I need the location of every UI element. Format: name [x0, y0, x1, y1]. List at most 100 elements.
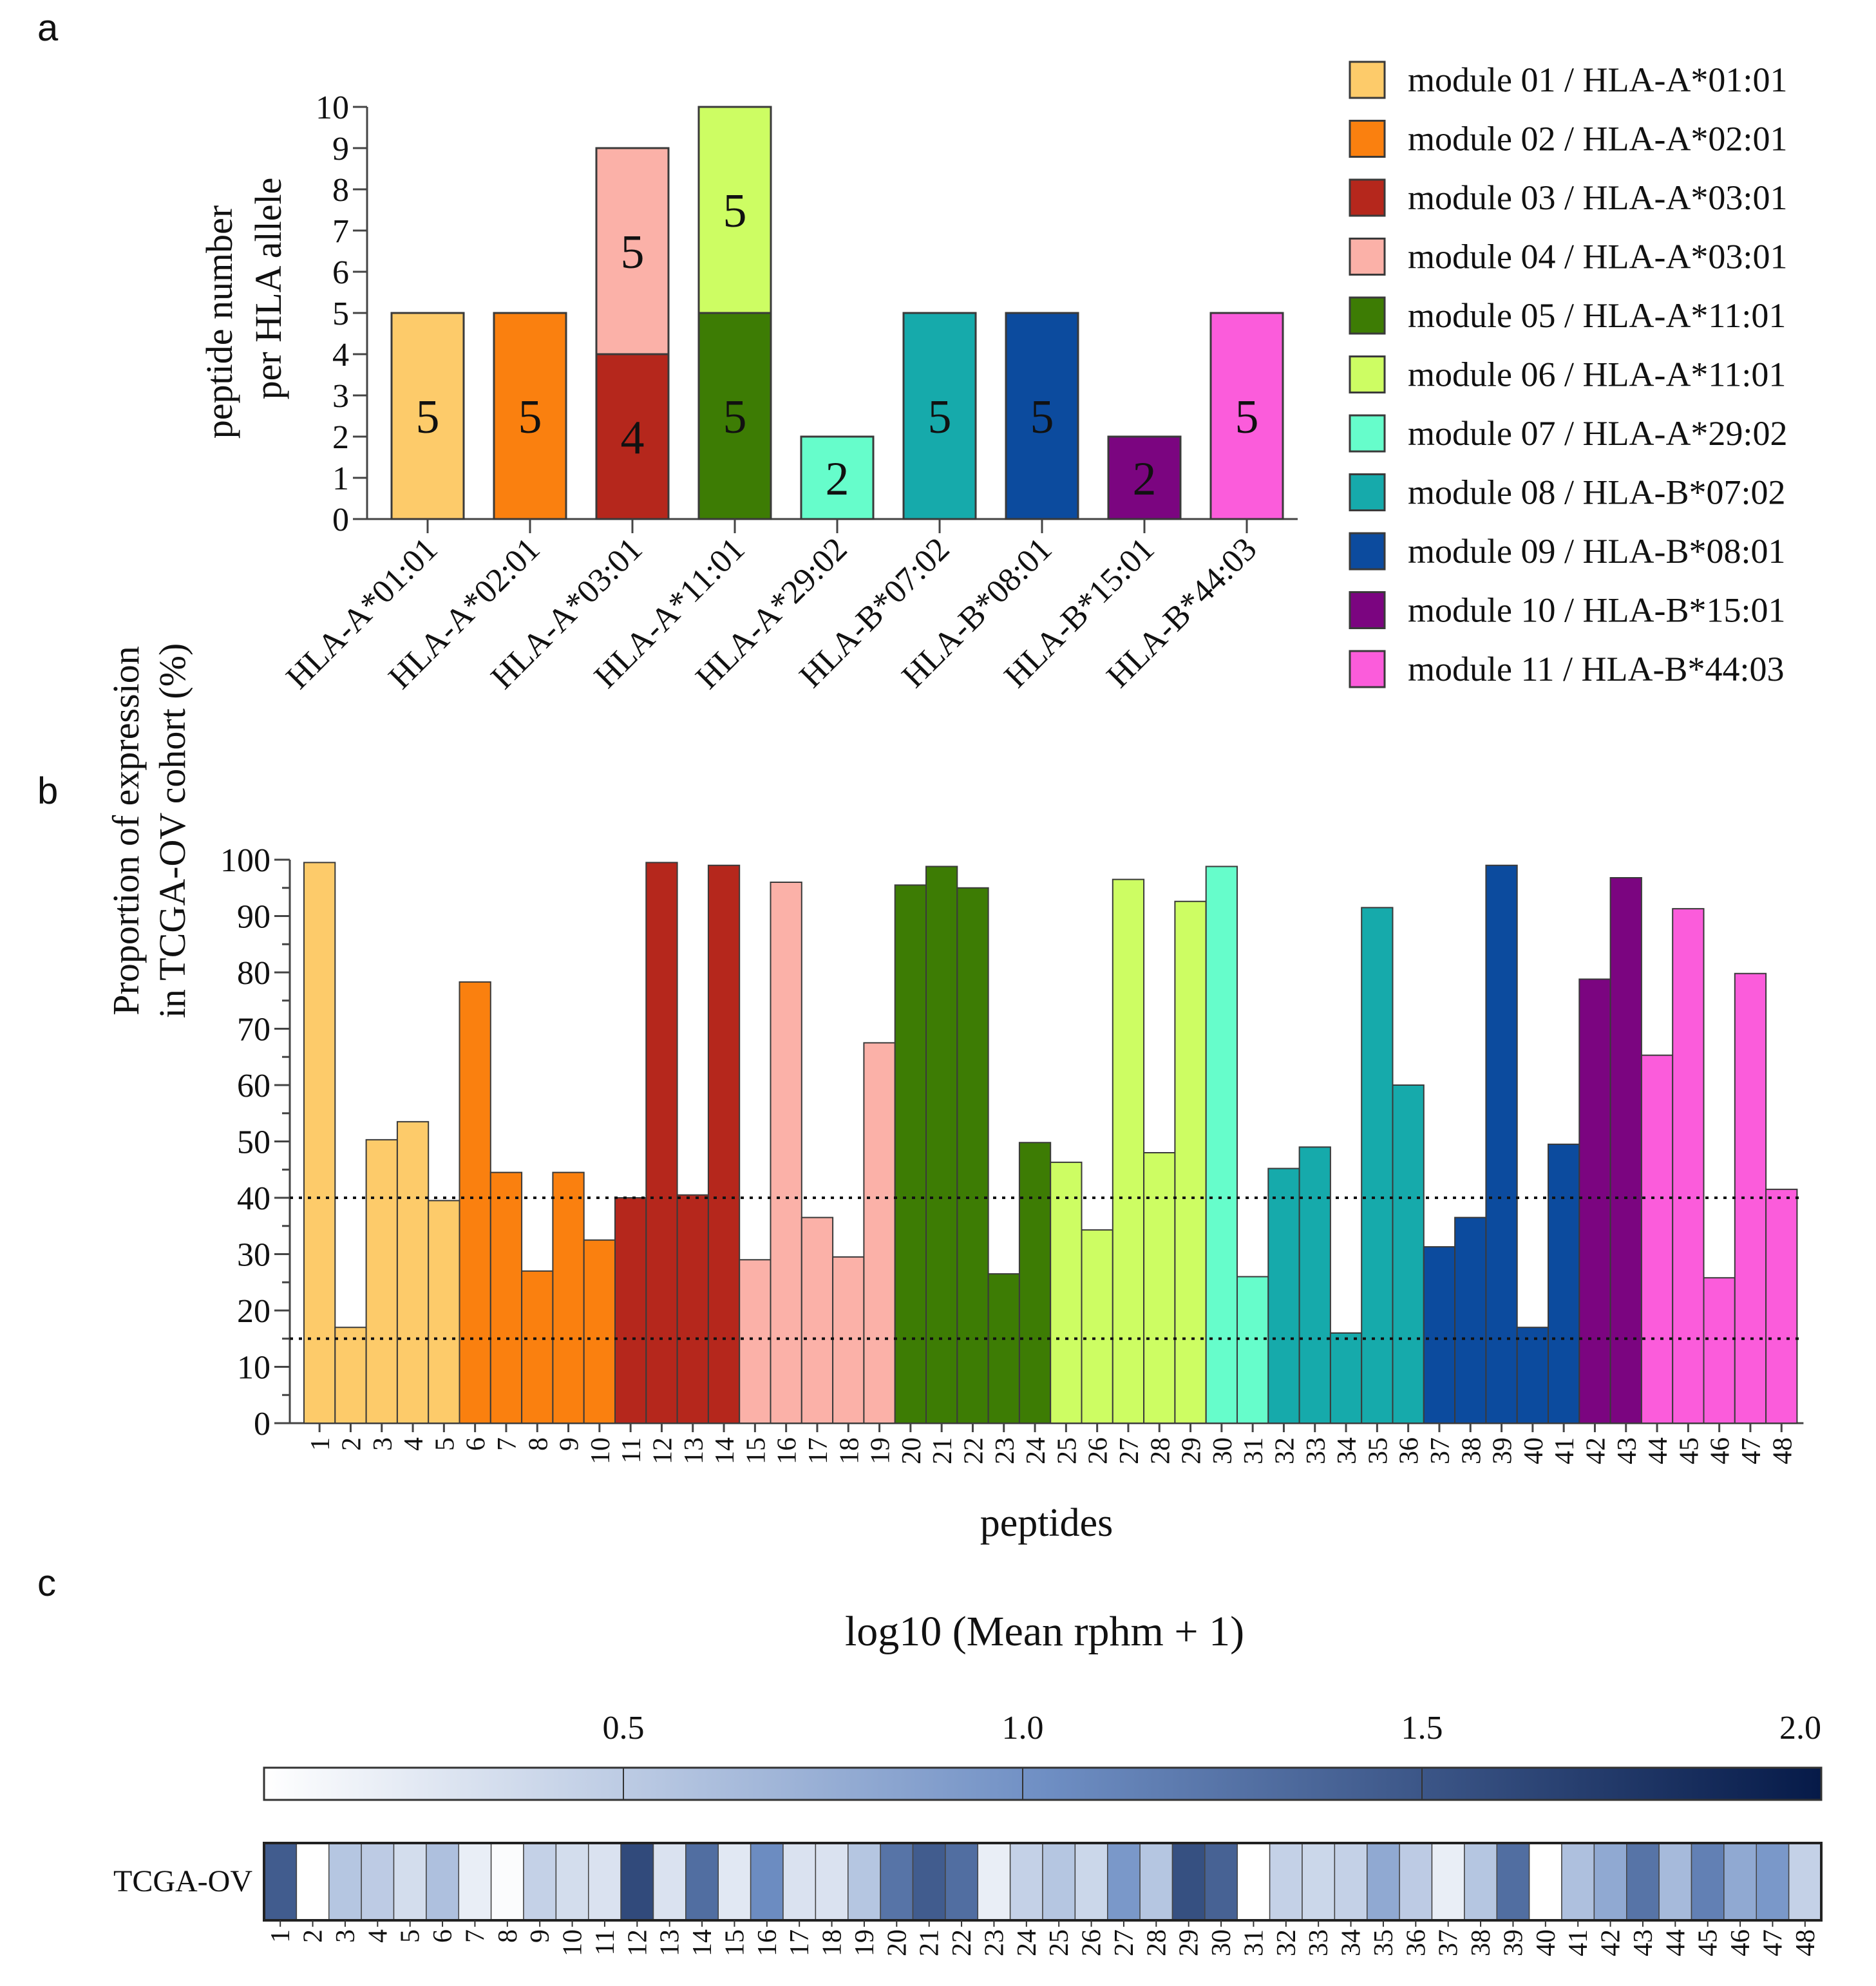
chart-c-xtick-label: 36	[1401, 1929, 1431, 1956]
chart-b-ylabel-line1: Proportion of expression	[105, 646, 147, 1016]
chart-c-xtick-label: 13	[656, 1929, 685, 1956]
chart-a-legend-swatch	[1349, 296, 1386, 335]
chart-b-bar	[614, 1197, 647, 1424]
chart-b-bar	[552, 1171, 585, 1424]
chart-c-heatmap-cell	[1431, 1842, 1465, 1921]
chart-b-ytick-label: 10	[237, 1350, 270, 1386]
chart-c-xtick-label: 17	[785, 1929, 815, 1956]
chart-c-xtick-label: 3	[331, 1929, 361, 1943]
chart-c-xtick-label: 25	[1045, 1929, 1074, 1956]
chart-b-bar	[334, 1327, 367, 1424]
chart-c-xtick-label: 19	[850, 1929, 880, 1956]
chart-a-ytick-label: 3	[332, 378, 349, 415]
chart-a-segment-value: 5	[621, 226, 645, 279]
chart-b-xtick-label: 39	[1488, 1437, 1518, 1464]
chart-b-bar	[1672, 908, 1705, 1424]
chart-b-xtick-label: 29	[1177, 1437, 1207, 1464]
chart-c-xtick-label: 46	[1726, 1929, 1756, 1956]
chart-b-xtick-label: 20	[897, 1437, 927, 1464]
chart-c-heatmap-cell	[880, 1842, 914, 1921]
chart-c-heatmap-cell	[588, 1842, 621, 1921]
chart-c-heatmap-cell	[815, 1842, 849, 1921]
chart-a-bar-segment	[697, 106, 772, 314]
chart-c-xtick-label: 42	[1596, 1929, 1626, 1956]
chart-c-xtick-label: 45	[1694, 1929, 1723, 1956]
chart-b-xtick-label: 6	[462, 1437, 491, 1451]
chart-a-legend-swatch	[1349, 120, 1386, 158]
chart-c-xtick-label: 26	[1077, 1929, 1107, 1956]
chart-b-bar	[1050, 1161, 1083, 1424]
chart-c-xtick-label: 22	[947, 1929, 977, 1956]
chart-b-bar	[801, 1216, 834, 1424]
chart-b-xtick-label: 24	[1021, 1437, 1051, 1464]
chart-b-bar	[1329, 1332, 1363, 1424]
chart-c-heatmap-cell	[426, 1842, 459, 1921]
chart-c-xtick-label: 1	[266, 1929, 296, 1943]
chart-b-ytick-label: 70	[237, 1012, 270, 1048]
chart-a-ytick-label: 5	[332, 296, 349, 332]
chart-c-xtick-label: 10	[558, 1929, 588, 1956]
chart-a-ytick-label: 4	[332, 337, 349, 374]
chart-a-segment-value: 2	[826, 453, 849, 506]
chart-c-heatmap-cell	[1723, 1842, 1757, 1921]
chart-c-heatmap-cell	[685, 1842, 719, 1921]
chart-b-xtick-label: 43	[1613, 1437, 1642, 1464]
chart-b-xtick-label: 31	[1239, 1437, 1269, 1464]
chart-c-heatmap-cell	[750, 1842, 784, 1921]
chart-c-heatmap-cell	[848, 1842, 881, 1921]
chart-b-bar	[459, 981, 491, 1424]
chart-c-xtick-label: 24	[1012, 1929, 1042, 1956]
chart-a-legend-label: module 05 / HLA-A*11:01	[1408, 296, 1786, 335]
chart-c-xtick-label: 8	[493, 1929, 523, 1943]
chart-b-ytick-label: 40	[237, 1180, 270, 1217]
chart-c-xtick-label: 38	[1466, 1929, 1496, 1956]
chart-b-xtick-label: 45	[1674, 1437, 1704, 1464]
chart-b-xtick-label: 18	[835, 1437, 864, 1464]
chart-c-xtick-label: 21	[915, 1929, 945, 1956]
chart-b-xtick-label: 35	[1363, 1437, 1393, 1464]
chart-a-segment-value: 4	[621, 411, 645, 464]
chart-a-legend-swatch	[1349, 414, 1386, 453]
chart-a-segment-value: 5	[518, 391, 542, 444]
chart-b-bar	[1205, 865, 1238, 1424]
chart-b-ytick-label: 20	[237, 1293, 270, 1330]
chart-b-xtick-label: 12	[648, 1437, 677, 1464]
chart-b-bar	[645, 862, 678, 1424]
chart-b-xtick-label: 19	[866, 1437, 896, 1464]
chart-b-bar	[1081, 1229, 1113, 1424]
chart-a-segment-value: 5	[416, 391, 440, 444]
chart-c-xtick-label: 23	[980, 1929, 1009, 1956]
chart-b-bar	[863, 1042, 896, 1424]
chart-c-heatmap-cell	[620, 1842, 654, 1921]
chart-b-bar	[365, 1139, 398, 1424]
chart-a-legend-label: module 08 / HLA-B*07:02	[1408, 473, 1785, 512]
chart-b-xtick-label: 13	[679, 1437, 709, 1464]
chart-c-xtick-label: 35	[1369, 1929, 1399, 1956]
chart-a-legend-swatch	[1349, 532, 1386, 571]
chart-c-xtick-label: 4	[363, 1929, 393, 1943]
chart-b-bar	[1018, 1142, 1052, 1424]
chart-b-xtick-label: 5	[430, 1437, 460, 1451]
chart-b-bar	[1454, 1216, 1487, 1424]
chart-b-bar	[1236, 1276, 1269, 1424]
chart-c-heatmap-cell	[328, 1842, 362, 1921]
chart-a-legend-swatch	[1349, 650, 1386, 688]
chart-c-heatmap-cell	[1042, 1842, 1076, 1921]
chart-b-bar	[1516, 1327, 1549, 1424]
chart-c-title: log10 (Mean rphm + 1)	[845, 1608, 1244, 1655]
chart-c-heatmap-cell	[1204, 1842, 1238, 1921]
chart-b-bar	[676, 1194, 709, 1424]
chart-b-xtick-label: 42	[1581, 1437, 1611, 1464]
chart-c-heatmap-cell	[1367, 1842, 1400, 1921]
panel-a-letter: a	[37, 7, 59, 49]
chart-b-bar	[428, 1200, 460, 1424]
chart-b-xtick-label: 3	[368, 1437, 398, 1451]
chart-c-xtick-label: 28	[1142, 1929, 1171, 1956]
chart-a-legend-swatch	[1349, 238, 1386, 276]
chart-c-heatmap-cell	[717, 1842, 752, 1921]
chart-b-bar	[739, 1259, 772, 1424]
chart-c-xtick-label: 44	[1661, 1929, 1691, 1956]
chart-b-xtick-label: 2	[337, 1437, 366, 1451]
chart-c-heatmap-cell	[555, 1842, 589, 1921]
chart-b-ytick-label: 30	[237, 1237, 270, 1274]
